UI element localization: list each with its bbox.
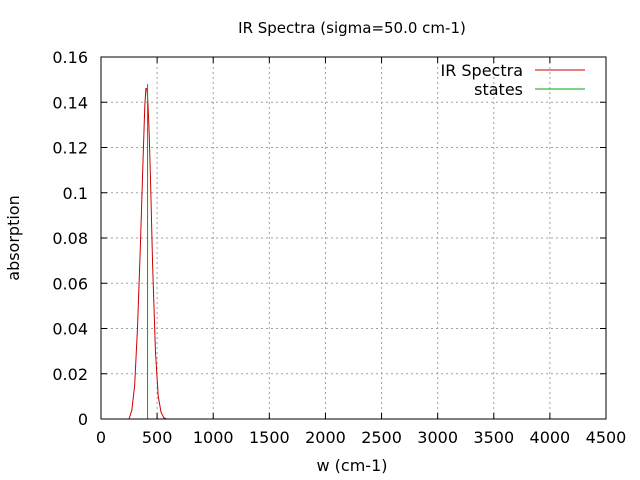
x-tick-label: 3000 [417, 428, 458, 447]
y-tick-label: 0.14 [52, 93, 88, 112]
series-layer [128, 84, 167, 420]
legend-label-ir-spectra: IR Spectra [440, 61, 523, 80]
y-tick-label: 0.1 [63, 184, 88, 203]
chart-title: IR Spectra (sigma=50.0 cm-1) [238, 19, 466, 37]
x-tick-label: 0 [96, 428, 106, 447]
y-tick-label: 0.16 [52, 48, 88, 67]
x-tick-label: 2500 [361, 428, 402, 447]
x-tick-label: 1000 [193, 428, 234, 447]
x-tick-label: 1500 [249, 428, 290, 447]
x-tick-label: 3500 [473, 428, 514, 447]
x-axis-label: w (cm-1) [317, 456, 388, 475]
grid [101, 57, 606, 419]
x-tick-label: 4500 [586, 428, 627, 447]
y-tick-label: 0.12 [52, 139, 88, 158]
y-axis-label: absorption [4, 195, 23, 280]
axis-ticks: 0 500 1000 1500 2000 2500 3000 3500 4000 4500 0 0.0… [52, 48, 626, 447]
x-tick-label: 4000 [530, 428, 571, 447]
y-tick-label: 0.08 [52, 229, 88, 248]
x-tick-label: 500 [142, 428, 173, 447]
y-tick-label: 0.02 [52, 365, 88, 384]
legend-label-states: states [474, 80, 523, 99]
y-tick-label: 0.04 [52, 320, 88, 339]
y-tick-label: 0.06 [52, 274, 88, 293]
x-tick-label: 2000 [305, 428, 346, 447]
y-tick-label: 0 [78, 410, 88, 429]
